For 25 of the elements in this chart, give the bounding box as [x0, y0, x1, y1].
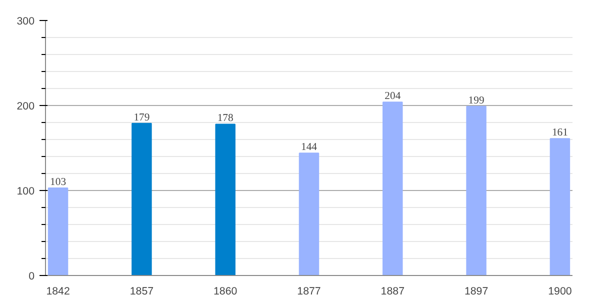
data-label: 161 [552, 128, 568, 139]
y-tick-label: 200 [16, 100, 35, 112]
bar [48, 187, 68, 276]
x-tick-label: 1897 [464, 286, 488, 298]
x-tick-label: 1887 [380, 286, 405, 298]
data-label: 179 [134, 112, 150, 124]
y-tick-label: 100 [16, 186, 35, 198]
y-tick-label: 0 [28, 270, 35, 282]
data-label: 178 [217, 113, 234, 124]
x-tick-label: 1900 [548, 286, 572, 298]
data-label: 103 [50, 176, 66, 188]
y-tick-label: 300 [16, 16, 35, 28]
bar [382, 102, 403, 276]
bar [466, 106, 486, 276]
x-tick-label: 1842 [46, 286, 70, 298]
x-tick-label: 1857 [130, 286, 154, 298]
bar [550, 138, 570, 276]
x-tick-label: 1877 [297, 286, 321, 298]
data-label: 144 [301, 142, 318, 154]
x-tick-label: 1860 [213, 286, 238, 298]
bar [132, 122, 152, 276]
bar [298, 152, 320, 276]
data-label: 199 [468, 95, 484, 106]
data-label: 204 [384, 91, 402, 102]
bar [215, 124, 236, 276]
